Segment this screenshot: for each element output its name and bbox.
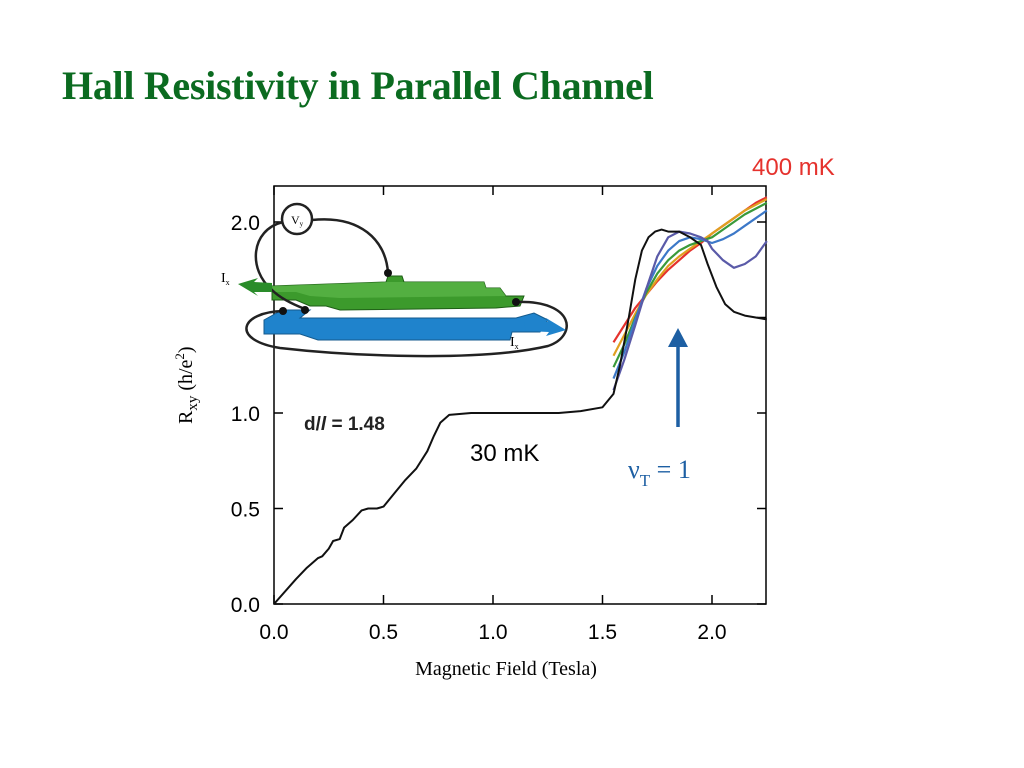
ratio-annotation: d/l = 1.48 — [304, 414, 385, 435]
inset-vy-label: Vy — [291, 213, 304, 228]
loop-wire — [245, 300, 568, 358]
x-axis-label: Magnetic Field (Tesla) — [415, 658, 597, 680]
plot-frame — [273, 185, 767, 605]
series-line-0 — [273, 228, 767, 605]
inset-ix-left-label: Ix — [221, 271, 230, 287]
y-tick-label: 0.5 — [231, 499, 260, 522]
series-layer — [273, 196, 768, 605]
y-tick-label: 1.0 — [231, 403, 260, 426]
series-line-1 — [612, 230, 768, 391]
filling-arrow-icon — [668, 328, 688, 347]
current-out-arrow-icon — [524, 318, 566, 336]
device-schematic-inset: Vy Ix Ix — [221, 202, 568, 358]
y-tick-label: 0.0 — [231, 594, 260, 617]
voltmeter-icon — [280, 202, 314, 236]
tick-labels: 0.0 0.5 1.0 1.5 2.0 0.0 0.5 1.0 2.0 — [231, 212, 727, 644]
cold-temperature-label: 30 mK — [470, 440, 539, 467]
x-tick-label: 1.0 — [478, 621, 507, 644]
y-axis-label: Rxy (h/e2) — [172, 346, 201, 424]
inset-ix-right-label: Ix — [510, 335, 519, 351]
y-tick-label: 2.0 — [231, 212, 260, 235]
hot-temperature-label: 400 mK — [752, 154, 835, 181]
x-tick-label: 0.0 — [259, 621, 288, 644]
contact-dot — [279, 307, 287, 315]
series-line-2 — [612, 209, 768, 380]
slide-title: Hall Resistivity in Parallel Channel — [62, 63, 654, 108]
contact-dot — [512, 298, 520, 306]
filling-factor-label: νT = 1 — [628, 455, 691, 490]
contact-dot — [384, 269, 392, 277]
contact-dot — [301, 306, 309, 314]
bottom-layer — [263, 309, 549, 341]
x-tick-label: 1.5 — [588, 621, 617, 644]
x-tick-label: 2.0 — [697, 621, 726, 644]
x-tick-label: 0.5 — [369, 621, 398, 644]
current-in-arrow-icon — [238, 278, 272, 296]
top-layer-face — [272, 282, 506, 298]
